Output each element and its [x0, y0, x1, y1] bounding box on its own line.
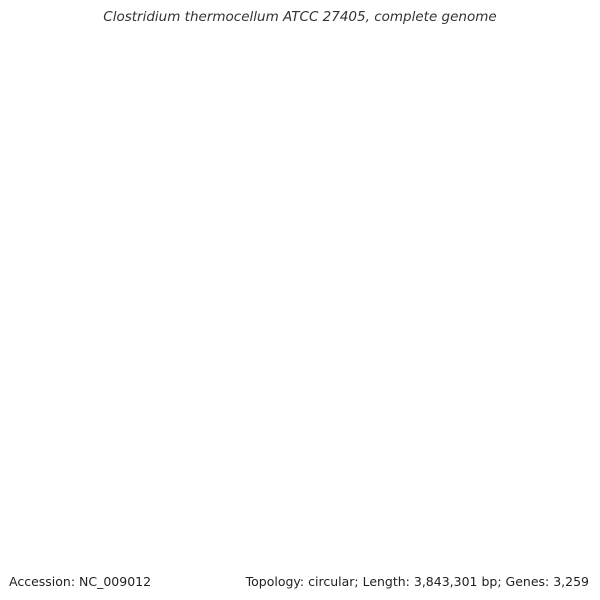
genome-summary-text: Topology: circular; Length: 3,843,301 bp…: [245, 574, 589, 589]
accession-text: Accession: NC_009012: [9, 574, 152, 589]
map-title: Clostridium thermocellum ATCC 27405, com…: [103, 9, 497, 25]
